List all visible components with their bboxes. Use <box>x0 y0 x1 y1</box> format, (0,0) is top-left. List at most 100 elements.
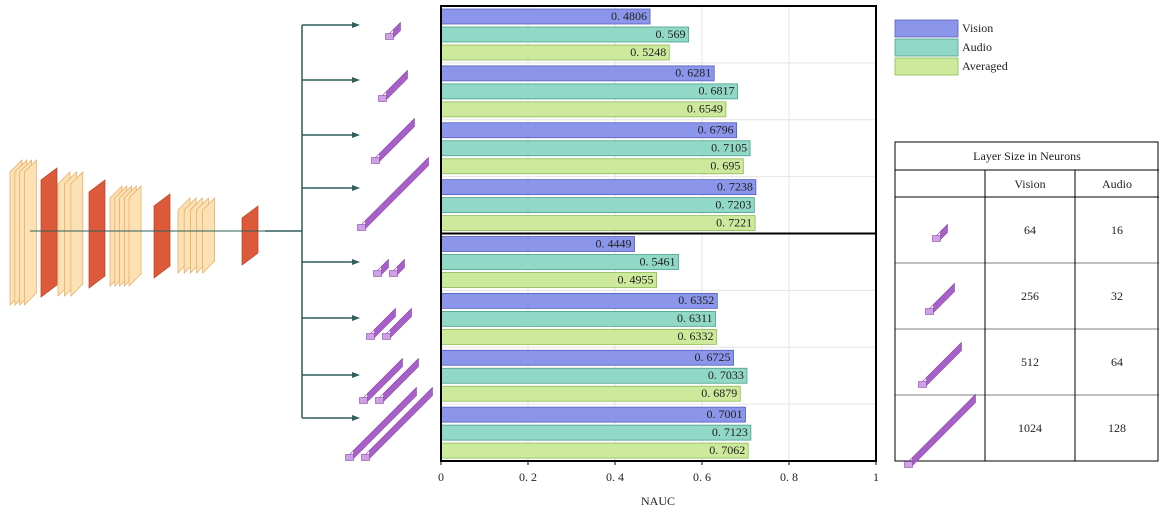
value-label: 0. 569 <box>656 27 686 41</box>
layer-prism <box>346 455 354 461</box>
cnn-layer <box>24 160 36 305</box>
figure: NAUC 0 0. 2 0. 4 0. 6 0. 8 1 0. 4806 0. 569 0. 5… <box>0 0 1159 510</box>
x-tick-label: 0. 2 <box>519 470 537 484</box>
bar <box>441 293 717 308</box>
value-label: 0. 7123 <box>712 425 748 439</box>
layer-prism <box>382 260 389 275</box>
value-label: 0. 695 <box>710 159 740 173</box>
bar <box>441 216 755 231</box>
bar <box>441 180 756 195</box>
value-label: 0. 6879 <box>701 386 737 400</box>
x-tick-label: 0. 4 <box>606 470 624 484</box>
arrow-head <box>352 415 360 421</box>
bar <box>441 407 746 422</box>
layer-prism <box>394 23 401 38</box>
value-label: 0. 6796 <box>698 123 734 137</box>
value-label: 0. 7203 <box>715 197 751 211</box>
table-cell: 32 <box>1111 289 1123 303</box>
cnn-face <box>154 194 170 278</box>
layer-prism <box>398 260 405 275</box>
value-label: 0. 5461 <box>640 254 676 268</box>
legend-label: Averaged <box>962 59 1008 73</box>
table-prism <box>941 225 948 240</box>
layer-prism <box>374 271 382 277</box>
value-label: 0. 4449 <box>596 236 632 250</box>
bar <box>441 123 737 138</box>
x-tick-label: 0. 8 <box>780 470 798 484</box>
bar <box>441 350 734 365</box>
value-label: 0. 7001 <box>707 407 743 421</box>
value-label: 0. 6549 <box>687 102 723 116</box>
table-title: Layer Size in Neurons <box>973 149 1081 163</box>
layer-prism <box>379 96 387 102</box>
cnn-face <box>89 180 105 288</box>
table-prism <box>927 343 962 386</box>
table-prism <box>913 395 976 466</box>
cnn-layer <box>129 186 141 286</box>
cnn-face <box>41 168 57 297</box>
value-label: 0. 7221 <box>716 215 752 229</box>
arrow-head <box>352 315 360 321</box>
value-label: 0. 7105 <box>711 141 747 155</box>
arrow-head <box>352 185 360 191</box>
value-label: 0. 7062 <box>709 443 745 457</box>
bar <box>441 386 740 401</box>
table-header: Vision <box>1014 177 1045 191</box>
cnn-face <box>242 206 258 265</box>
bar <box>441 66 714 81</box>
arrow-head <box>352 77 360 83</box>
x-tick-label: 0. 6 <box>693 470 711 484</box>
value-label: 0. 6817 <box>699 84 735 98</box>
value-label: 0. 6281 <box>675 66 711 80</box>
bar <box>441 102 726 117</box>
value-label: 0. 5248 <box>630 45 666 59</box>
layer-prism <box>383 334 391 340</box>
bar <box>441 159 743 174</box>
value-label: 0. 7238 <box>717 179 753 193</box>
arrow-head <box>352 259 360 265</box>
value-label: 0. 7033 <box>708 368 744 382</box>
table-prism <box>933 236 941 242</box>
table-prism <box>934 284 955 313</box>
layer-prism <box>362 455 370 461</box>
arrow-head <box>352 22 360 28</box>
arrow-head <box>352 132 360 138</box>
cnn-layer <box>71 172 83 296</box>
x-tick-label: 1 <box>873 470 879 484</box>
layer-prism <box>367 334 375 340</box>
bar <box>441 368 747 383</box>
value-label: 0. 6332 <box>677 329 713 343</box>
layer-prism <box>390 271 398 277</box>
legend-swatch <box>895 58 958 75</box>
table-cell: 64 <box>1111 355 1123 369</box>
table-cell: 1024 <box>1018 421 1042 435</box>
value-label: 0. 6725 <box>695 350 731 364</box>
table-cell: 128 <box>1108 421 1126 435</box>
value-label: 0. 4955 <box>618 272 654 286</box>
legend-swatch <box>895 39 958 56</box>
value-label: 0. 6352 <box>678 293 714 307</box>
layer-prism <box>358 225 366 231</box>
bar <box>441 198 754 213</box>
layer-prism <box>386 34 394 40</box>
value-label: 0. 6311 <box>677 311 713 325</box>
cnn-layer <box>203 198 215 273</box>
arrow-head <box>352 372 360 378</box>
layer-prism <box>380 119 415 162</box>
bar <box>441 27 689 42</box>
legend-swatch <box>895 20 958 37</box>
table-cell: 64 <box>1024 223 1036 237</box>
bar <box>441 311 716 326</box>
table-prism <box>926 309 934 315</box>
value-label: 0. 4806 <box>611 9 647 23</box>
legend-label: Vision <box>962 21 993 35</box>
bar <box>441 425 751 440</box>
layer-prism <box>372 158 380 164</box>
table-cell: 16 <box>1111 223 1123 237</box>
bar <box>441 84 738 99</box>
x-tick-label: 0 <box>438 470 444 484</box>
table-cell: 256 <box>1021 289 1039 303</box>
bar <box>441 329 716 344</box>
x-axis-label: NAUC <box>641 494 675 508</box>
layer-prism <box>376 398 384 404</box>
